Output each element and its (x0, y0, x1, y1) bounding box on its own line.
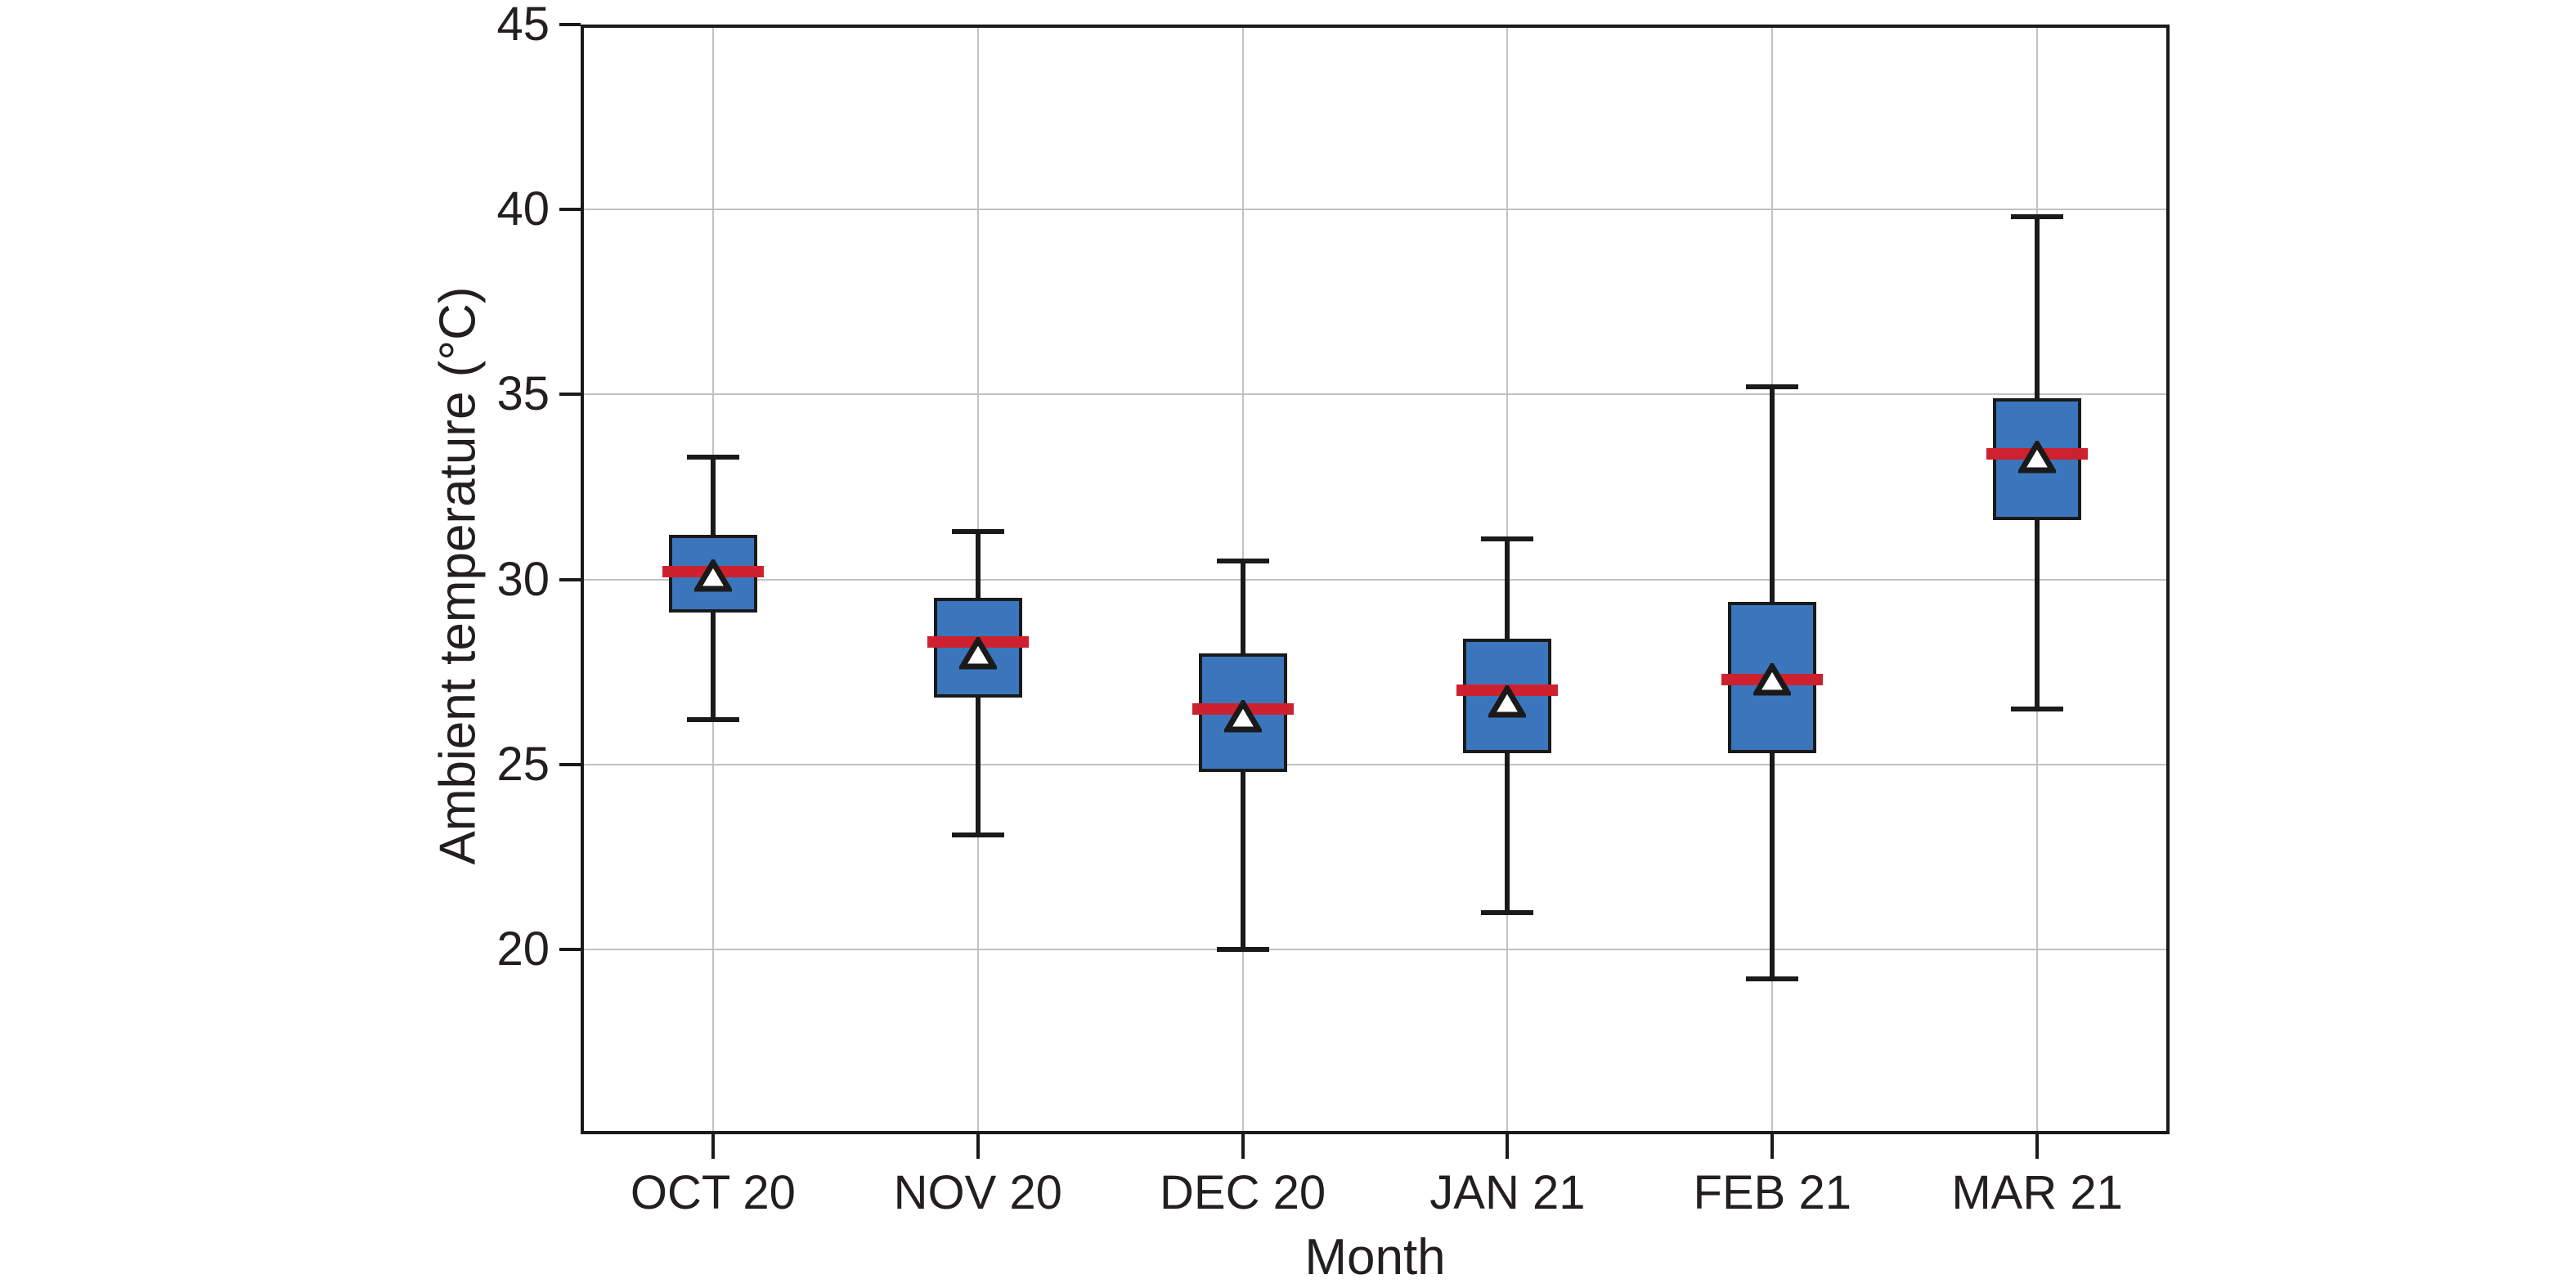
y-tick-label: 45 (496, 0, 550, 51)
x-tick-label: MAR 21 (1951, 1166, 2123, 1219)
y-axis-tick (559, 947, 581, 951)
y-axis-tick (559, 577, 581, 581)
y-tick-label: 25 (496, 737, 550, 791)
x-axis-tick (711, 1134, 715, 1159)
mean-marker-triangle-icon (1223, 699, 1262, 733)
x-axis-tick (1241, 1134, 1245, 1159)
y-tick-label: 35 (496, 367, 550, 421)
whisker-cap-bottom (1746, 976, 1799, 982)
y-gridline (581, 763, 2170, 765)
x-tick-label: DEC 20 (1160, 1166, 1326, 1219)
y-axis-tick (559, 393, 581, 397)
y-tick-label: 30 (496, 552, 550, 606)
y-gridline (581, 209, 2170, 211)
x-tick-label: JAN 21 (1429, 1166, 1586, 1219)
whisker-cap-bottom (1216, 946, 1269, 952)
whisker-cap-top (686, 455, 739, 460)
y-axis-tick (559, 762, 581, 766)
whisker-cap-bottom (951, 832, 1004, 837)
y-gridline (581, 948, 2170, 950)
x-axis-tick (1506, 1134, 1510, 1159)
y-tick-label: 20 (496, 922, 550, 976)
y-axis-tick (559, 23, 581, 26)
y-gridline (581, 393, 2170, 396)
x-axis-tick (1770, 1134, 1775, 1159)
whisker-cap-top (1481, 536, 1534, 541)
x-tick-label: NOV 20 (893, 1166, 1062, 1219)
whisker-cap-top (1216, 558, 1269, 563)
x-axis-tick (976, 1134, 980, 1159)
mean-marker-triangle-icon (693, 559, 732, 592)
mean-marker-triangle-icon (1488, 684, 1527, 718)
x-tick-label: FEB 21 (1693, 1166, 1851, 1219)
whisker-cap-bottom (2011, 706, 2064, 711)
mean-marker-triangle-icon (1753, 662, 1792, 696)
whisker-cap-top (2011, 214, 2064, 220)
x-axis-tick (2035, 1134, 2040, 1159)
whisker-cap-bottom (686, 717, 739, 723)
whisker-cap-top (951, 528, 1004, 534)
y-axis-tick (559, 208, 581, 212)
whisker-cap-bottom (1481, 909, 1534, 915)
x-tick-label: OCT 20 (630, 1166, 796, 1219)
x-axis-title: Month (1304, 1229, 1446, 1286)
mean-marker-triangle-icon (2018, 441, 2057, 473)
whisker-cap-top (1746, 384, 1799, 390)
y-tick-label: 40 (496, 182, 550, 236)
mean-marker-triangle-icon (958, 636, 997, 670)
y-gridline (581, 578, 2170, 581)
